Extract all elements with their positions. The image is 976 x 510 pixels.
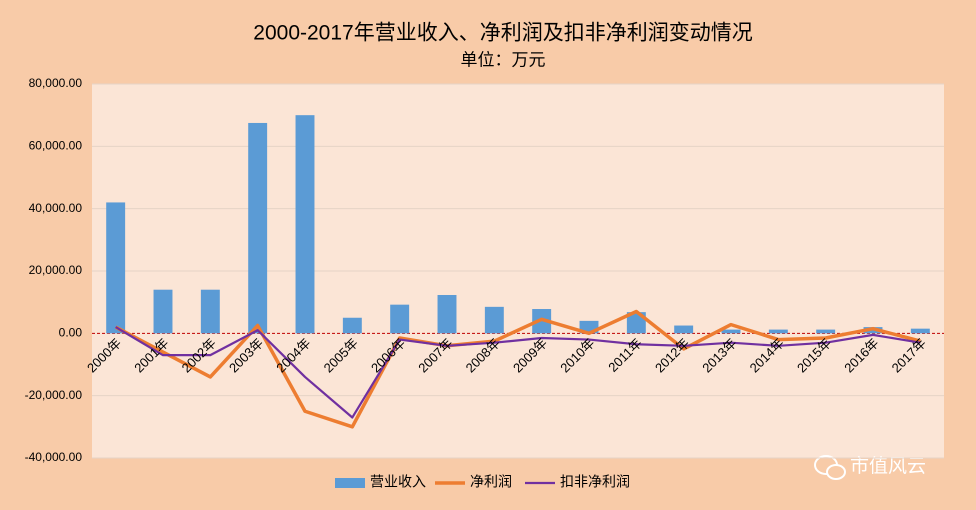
bar [342,317,362,334]
legend-swatch [335,478,365,488]
bar [437,294,457,334]
bar [200,289,220,334]
y-tick-label: -40,000.00 [25,450,83,464]
y-tick-label: 0.00 [59,326,83,340]
bar [484,306,504,334]
bar [248,122,268,334]
legend-label: 扣非净利润 [560,474,630,490]
bar [674,325,694,334]
bar [768,329,788,334]
y-tick-label: 80,000.00 [29,76,83,90]
bar [153,289,173,334]
y-tick-label: 40,000.00 [29,201,83,215]
watermark-icon [814,455,846,480]
bar [721,329,741,334]
y-tick-label: 20,000.00 [29,263,83,277]
y-tick-label: 60,000.00 [29,139,83,153]
bar [910,328,930,334]
bar [295,115,315,334]
chart-subtitle: 单位：万元 [461,50,546,69]
legend-label: 净利润 [470,474,512,490]
legend-label: 营业收入 [370,474,426,490]
bar [390,304,410,334]
y-tick-label: -20,000.00 [25,388,83,402]
chart-title: 2000-2017年营业收入、净利润及扣非净利润变动情况 [253,22,752,45]
line-series [115,326,921,419]
bar [106,202,126,334]
watermark: 市值风云 [850,455,926,477]
bar [816,329,836,334]
